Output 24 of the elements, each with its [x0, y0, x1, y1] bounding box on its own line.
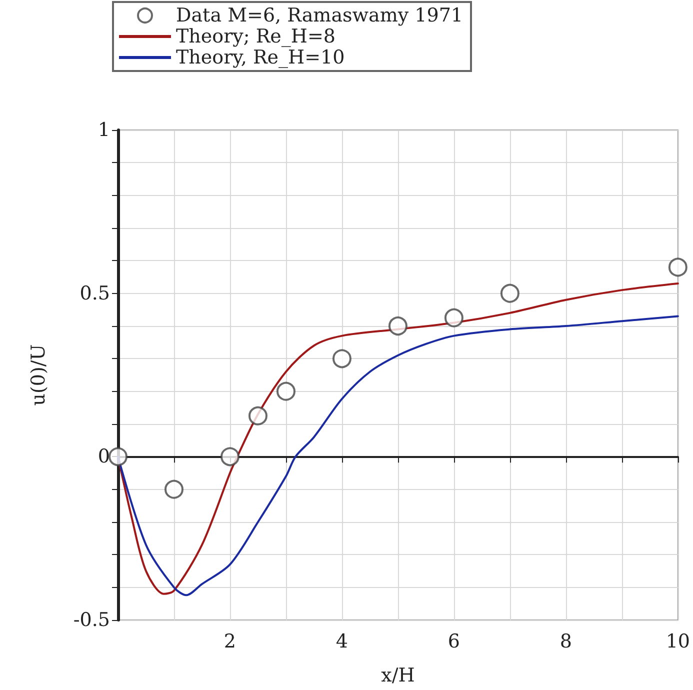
point	[220, 447, 240, 466]
x-tick-label: 2	[224, 630, 236, 652]
point	[164, 480, 184, 499]
x-tick-label: 8	[560, 630, 572, 652]
point	[108, 447, 128, 466]
point	[444, 308, 464, 328]
x-tick-label: 6	[448, 630, 460, 652]
point	[668, 258, 688, 277]
point	[388, 316, 408, 336]
y-tick-label: 1	[98, 119, 110, 141]
point	[248, 406, 268, 426]
x-tick-label: 10	[666, 630, 690, 652]
y-axis-title: u(0)/U	[28, 344, 50, 406]
legend-label: Theory, Re_H=10	[176, 46, 345, 68]
y-tick-label: 0	[98, 446, 110, 468]
legend-label: Data M=6, Ramaswamy 1971	[176, 4, 464, 26]
point	[332, 349, 352, 368]
y-tick-label: 0.5	[80, 282, 110, 304]
x-axis-title: x/H	[381, 664, 415, 686]
legend-label: Theory; Re_H=8	[176, 26, 336, 48]
y-tick-label: -0.5	[73, 609, 110, 631]
point	[276, 382, 296, 401]
x-tick-label: 4	[336, 630, 348, 652]
point	[500, 284, 520, 303]
